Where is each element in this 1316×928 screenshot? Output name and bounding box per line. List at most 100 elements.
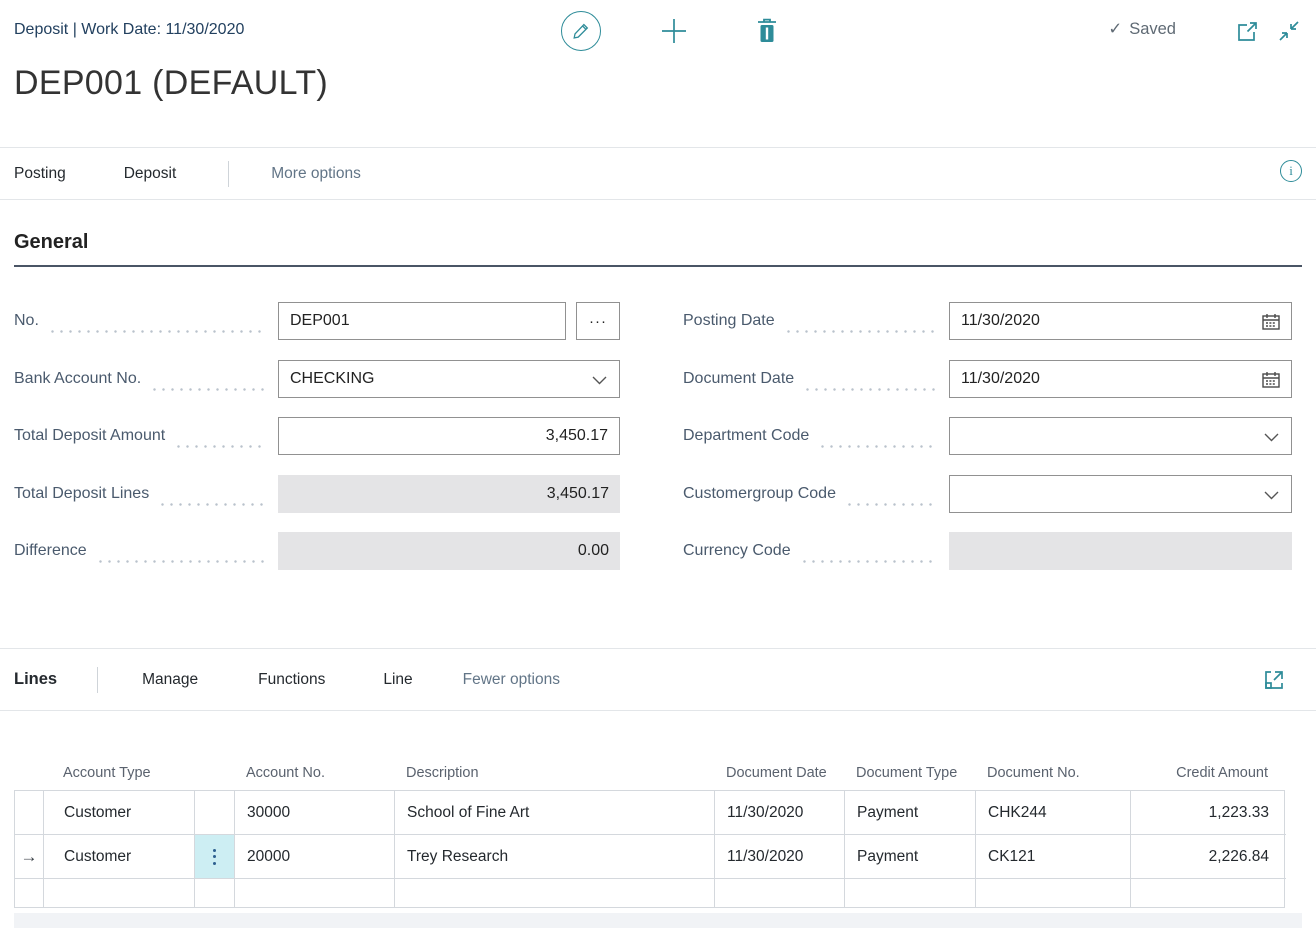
- dotted-leader: [845, 503, 936, 506]
- customergroup-code-select[interactable]: [949, 475, 1292, 513]
- plus-icon: [659, 16, 689, 46]
- difference-value: 0.00: [278, 532, 620, 570]
- dotted-leader: [174, 445, 265, 448]
- row-selector-cell[interactable]: [15, 791, 44, 835]
- dotted-leader: [803, 388, 936, 391]
- bank-account-no-label: Bank Account No.: [14, 370, 141, 388]
- table-body: Customer 30000 School of Fine Art 11/30/…: [14, 790, 1285, 908]
- top-bar: Deposit | Work Date: 11/30/2020 ✓ Saved: [0, 0, 1316, 60]
- lines-menu-manage[interactable]: Manage: [142, 671, 198, 689]
- lines-menu-divider: [97, 667, 98, 693]
- col-header-credit-amount[interactable]: Credit Amount: [1130, 764, 1285, 783]
- col-header-account-type[interactable]: Account Type: [43, 764, 194, 783]
- current-row-indicator-cell[interactable]: →: [15, 835, 44, 879]
- cell-document-type[interactable]: Payment: [845, 791, 976, 835]
- calendar-icon[interactable]: [1261, 312, 1281, 332]
- assist-edit-button[interactable]: ···: [576, 302, 620, 340]
- cell-description[interactable]: School of Fine Art: [395, 791, 715, 835]
- dotted-leader: [150, 388, 265, 391]
- trash-icon: [755, 17, 779, 45]
- open-in-new-window-icon: [1235, 20, 1259, 44]
- vertical-ellipsis-icon: [213, 849, 216, 865]
- edit-button[interactable]: [561, 11, 601, 51]
- col-header-document-type[interactable]: Document Type: [844, 764, 975, 783]
- dotted-leader: [48, 330, 265, 333]
- calendar-icon[interactable]: [1261, 370, 1281, 390]
- col-header-account-no[interactable]: Account No.: [234, 764, 394, 783]
- menu-divider: [228, 161, 229, 187]
- row-options-cell[interactable]: [195, 791, 235, 835]
- total-deposit-amount-input[interactable]: 3,450.17: [278, 417, 620, 455]
- cell-credit-amount[interactable]: 2,226.84: [1131, 835, 1286, 879]
- cell-account-no[interactable]: 20000: [235, 835, 395, 879]
- document-date-label: Document Date: [683, 370, 794, 388]
- difference-label: Difference: [14, 542, 87, 560]
- cell-document-type[interactable]: Payment: [845, 835, 976, 879]
- table-header-row: Account Type Account No. Description Doc…: [14, 735, 1285, 790]
- new-button[interactable]: [658, 15, 690, 47]
- lines-menu-fewer-options[interactable]: Fewer options: [463, 671, 560, 689]
- breadcrumb[interactable]: Deposit | Work Date: 11/30/2020: [14, 21, 244, 39]
- currency-code-value: [949, 532, 1292, 570]
- cell-account-no[interactable]: 30000: [235, 791, 395, 835]
- pencil-icon: [571, 21, 591, 41]
- cell-document-date[interactable]: 11/30/2020: [715, 791, 845, 835]
- posting-date-input[interactable]: 11/30/2020: [949, 302, 1292, 340]
- info-icon[interactable]: i: [1280, 160, 1302, 182]
- col-header-document-date[interactable]: Document Date: [714, 764, 844, 783]
- cell-credit-amount[interactable]: 1,223.33: [1131, 791, 1286, 835]
- general-section-heading[interactable]: General: [14, 231, 88, 254]
- document-date-input[interactable]: 11/30/2020: [949, 360, 1292, 398]
- lines-section-heading[interactable]: Lines: [14, 670, 57, 689]
- currency-code-label: Currency Code: [683, 542, 791, 560]
- no-input[interactable]: DEP001: [278, 302, 566, 340]
- cell-document-date[interactable]: 11/30/2020: [715, 835, 845, 879]
- lines-menu-line[interactable]: Line: [383, 671, 412, 689]
- table-row-current: → Customer 20000 Trey Research 11/30/202…: [15, 835, 1284, 879]
- menu-posting[interactable]: Posting: [14, 165, 66, 183]
- cell-document-no[interactable]: CK121: [976, 835, 1131, 879]
- menu-more-options[interactable]: More options: [271, 165, 361, 183]
- posting-date-label: Posting Date: [683, 312, 775, 330]
- chevron-down-icon[interactable]: [592, 376, 607, 385]
- chevron-down-icon[interactable]: [1264, 433, 1279, 442]
- total-deposit-lines-label: Total Deposit Lines: [14, 485, 149, 503]
- dotted-leader: [96, 560, 265, 563]
- col-header-document-no[interactable]: Document No.: [975, 764, 1130, 783]
- open-in-new-window-button[interactable]: [1234, 20, 1260, 44]
- page-title: DEP001 (DEFAULT): [14, 64, 328, 103]
- dotted-leader: [800, 560, 936, 563]
- check-icon: ✓: [1108, 19, 1122, 39]
- department-code-label: Department Code: [683, 427, 809, 445]
- col-header-description[interactable]: Description: [394, 764, 714, 783]
- lines-toolbar: Lines Manage Functions Line Fewer option…: [0, 648, 1316, 711]
- no-label-row: No.: [14, 302, 272, 340]
- chevron-down-icon[interactable]: [1264, 491, 1279, 500]
- collapse-layout-button[interactable]: [1276, 18, 1302, 44]
- dotted-leader: [158, 503, 265, 506]
- table-row-empty[interactable]: [15, 879, 1284, 907]
- department-code-select[interactable]: [949, 417, 1292, 455]
- total-deposit-amount-label: Total Deposit Amount: [14, 427, 165, 445]
- current-row-arrow-icon: →: [21, 847, 38, 867]
- row-options-cell[interactable]: [195, 835, 235, 879]
- focus-mode-button[interactable]: [1262, 668, 1286, 692]
- cell-description[interactable]: Trey Research: [395, 835, 715, 879]
- delete-button[interactable]: [752, 15, 782, 47]
- cell-account-type[interactable]: Customer: [44, 835, 195, 879]
- lines-footer-band: [14, 913, 1302, 928]
- dotted-leader: [784, 330, 936, 333]
- lines-menu-functions[interactable]: Functions: [258, 671, 325, 689]
- cell-document-no[interactable]: CHK244: [976, 791, 1131, 835]
- cell-account-type[interactable]: Customer: [44, 791, 195, 835]
- action-menubar: Posting Deposit More options: [0, 147, 1316, 200]
- bank-account-no-select[interactable]: CHECKING: [278, 360, 620, 398]
- save-status-label: Saved: [1129, 20, 1176, 39]
- no-label: No.: [14, 312, 39, 330]
- menu-deposit[interactable]: Deposit: [124, 165, 177, 183]
- total-deposit-lines-value: 3,450.17: [278, 475, 620, 513]
- dotted-leader: [818, 445, 936, 448]
- collapse-icon: [1277, 19, 1301, 43]
- table-row: Customer 30000 School of Fine Art 11/30/…: [15, 791, 1284, 835]
- general-section-rule: [14, 265, 1302, 267]
